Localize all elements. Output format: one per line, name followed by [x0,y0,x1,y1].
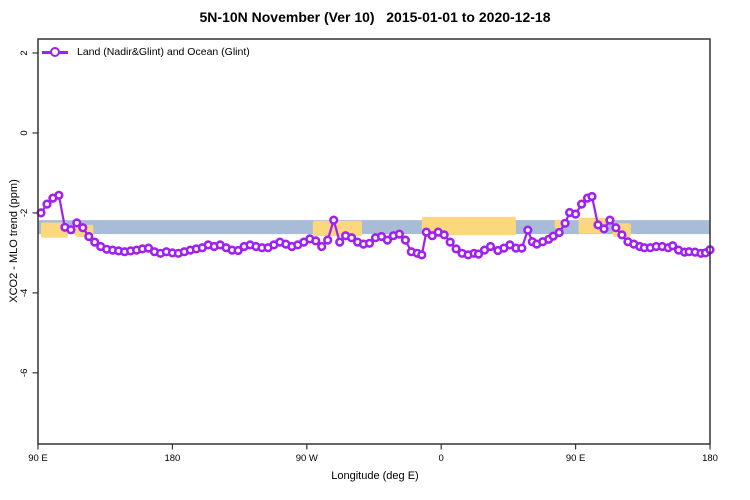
data-point-marker [473,249,484,259]
y-tick-label: 0 [19,130,30,135]
land-segment [554,219,563,229]
x-tick-label: 90 E [566,453,586,464]
data-point-marker [90,237,100,247]
x-tick-label: 180 [702,453,718,464]
data-point-marker [554,227,564,238]
data-point-marker [72,218,82,228]
y-tick-label: -6 [19,369,30,377]
data-point-marker [439,230,449,240]
data-point-marker [593,220,603,230]
data-point-marker [311,236,321,246]
y-axis-label: XCO2 - MLO trend (ppm) [8,179,20,303]
data-point-marker [587,191,597,202]
data-point-marker [605,215,615,225]
x-tick-label: 0 [439,453,444,464]
data-point-marker [54,190,64,200]
data-point-marker [335,237,345,247]
data-point-marker [560,218,570,228]
x-tick-label: 90 W [296,453,318,464]
land-segment [312,220,363,237]
data-point-marker [523,225,533,235]
data-point-marker [517,243,527,253]
x-tick-label: 180 [164,453,180,464]
data-point-marker [233,245,243,256]
x-axis-label: Longitude (deg E) [331,470,419,482]
legend-line-marker-icon [42,46,68,58]
data-point-marker [84,231,94,242]
data-point-marker [329,215,339,225]
data-point-marker [485,241,496,252]
data-point-marker [599,224,609,234]
data-point-marker [611,223,621,233]
y-tick-label: 2 [19,50,30,55]
data-point-marker [576,199,587,209]
data-point-marker [78,223,88,233]
data-point-marker [394,229,405,239]
data-point-marker [417,250,427,260]
data-point-marker [347,233,357,243]
data-point-marker [668,241,678,251]
ocean-band [38,220,710,235]
data-point-marker [323,235,333,245]
legend-entry-label: Land (Nadir&Glint) and Ocean (Glint) [77,46,250,58]
data-point-marker [570,209,581,219]
data-point-marker [445,237,455,247]
legend: Land (Nadir&Glint) and Ocean (Glint) [42,46,250,58]
open-circle-icon [50,47,60,57]
x-tick-label: 90 E [28,453,48,464]
data-point-marker [42,199,52,209]
y-tick-label: -4 [19,289,30,297]
data-point-marker [451,244,461,254]
data-point-marker [400,235,411,245]
plot-box [37,38,711,445]
data-point-marker [364,238,375,248]
data-point-marker [317,241,327,252]
chart-title: 5N-10N November (Ver 10) 2015-01-01 to 2… [199,9,551,25]
data-point-marker [617,230,627,240]
data-point-marker [66,225,76,235]
y-tick-label: -2 [19,209,30,217]
data-point-marker [382,235,393,245]
